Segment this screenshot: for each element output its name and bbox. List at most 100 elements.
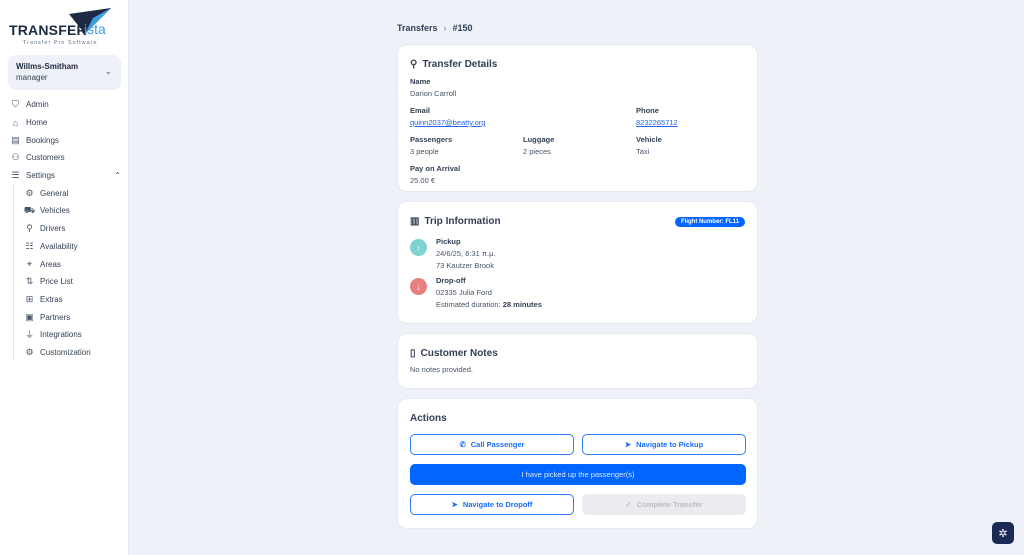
- user-icon: ⚲: [410, 59, 418, 70]
- breadcrumb-transfers[interactable]: Transfers: [397, 23, 438, 33]
- arrow-up-icon: ↑: [410, 239, 427, 256]
- logo-plane-icon: [69, 8, 111, 34]
- pay-label: Pay on Arrival: [410, 164, 461, 173]
- customer-notes-card: ▯ Customer Notes No notes provided.: [397, 333, 758, 389]
- arrow-down-icon: ↓: [410, 278, 427, 295]
- complete-transfer-button[interactable]: ✓ Complete Transfer: [582, 494, 746, 515]
- sidebar-item-home[interactable]: ⌂ Home: [10, 114, 125, 132]
- home-icon: ⌂: [12, 117, 19, 128]
- car-icon: ⛟: [23, 204, 36, 215]
- pickup-address: 73 Kautzer Brook: [436, 261, 494, 270]
- card-title-text: Transfer Details: [422, 59, 498, 70]
- sidebar-item-drivers[interactable]: ⚲ Drivers: [24, 220, 125, 238]
- sidebar: TRANSFER ista Transfer Pro Software Will…: [0, 0, 129, 555]
- pickup-time: 24/6/25, 6:31 π.μ.: [436, 249, 496, 258]
- email-label: Email: [410, 106, 431, 115]
- sidebar-item-vehicles[interactable]: ⛟ Vehicles: [24, 202, 125, 220]
- file-icon: ▯: [410, 348, 416, 359]
- sidebar-item-admin[interactable]: ⛉ Admin: [10, 96, 125, 114]
- sidebar-item-label: Extras: [40, 294, 63, 304]
- logo[interactable]: TRANSFER ista Transfer Pro Software: [9, 8, 124, 48]
- navigate-to-dropoff-button[interactable]: ➤ Navigate to Dropoff: [410, 494, 574, 515]
- sidebar-item-label: Integrations: [40, 330, 82, 340]
- chevron-down-icon: ⌄: [104, 66, 112, 76]
- sliders-icon: ☰: [11, 170, 20, 181]
- vehicle-label: Vehicle: [636, 135, 662, 144]
- sidebar-item-partners[interactable]: ▣ Partners: [24, 308, 125, 326]
- sort-arrows-icon: ⇅: [25, 276, 34, 287]
- transfer-details-card: ⚲ Transfer Details Name Darion Carroll Em…: [397, 44, 758, 192]
- plus-square-icon: ⊞: [25, 293, 34, 304]
- breadcrumb-separator: ›: [443, 23, 447, 33]
- dropoff-label: Drop-off: [436, 276, 466, 285]
- plug-icon: ⏚: [24, 330, 34, 341]
- sidebar-item-label: Drivers: [40, 224, 66, 234]
- luggage-value: 2 pieces: [523, 147, 551, 156]
- briefcase-icon: ▣: [25, 311, 34, 322]
- map-icon: ▥: [410, 216, 420, 227]
- name-value: Darion Carroll: [410, 89, 457, 98]
- sidebar-item-integrations[interactable]: ⏚ Integrations: [24, 326, 125, 344]
- sidebar-item-customers[interactable]: ⚇ Customers: [10, 149, 125, 167]
- map-pin-icon: ⌖: [26, 258, 33, 269]
- navigate-to-pickup-button[interactable]: ➤ Navigate to Pickup: [582, 434, 746, 455]
- sidebar-item-settings[interactable]: ☰ Settings ⌃: [10, 167, 125, 185]
- bug-report-button[interactable]: ✲: [992, 522, 1014, 544]
- gear-icon: ⚙: [25, 187, 34, 198]
- user-name: Willms-Smitham: [16, 62, 79, 71]
- call-passenger-button[interactable]: ✆ Call Passenger: [410, 434, 574, 455]
- sidebar-item-extras[interactable]: ⊞ Extras: [24, 291, 125, 309]
- sidebar-item-label: Partners: [40, 312, 71, 322]
- sidebar-item-label: Areas: [40, 259, 61, 269]
- phone-link[interactable]: 8232265712: [636, 118, 678, 127]
- dropoff-stop: ↓ Drop-off 02335 Julia Ford Estimated du…: [410, 276, 745, 309]
- sidebar-item-label: Customers: [26, 153, 65, 163]
- pickup-label: Pickup: [436, 237, 461, 246]
- shield-icon: ⛉: [12, 99, 19, 110]
- duration-label: Estimated duration:: [436, 300, 501, 309]
- picked-up-button[interactable]: I have picked up the passenger(s): [410, 464, 746, 485]
- button-label: Call Passenger: [470, 440, 525, 449]
- pickup-stop: ↑ Pickup 24/6/25, 6:31 π.μ. 73 Kautzer B…: [410, 237, 745, 270]
- sidebar-item-customization[interactable]: ⚙ Customization: [24, 344, 125, 362]
- card-title: ▯ Customer Notes: [410, 348, 745, 359]
- user-switcher[interactable]: Willms-Smitham manager ⌄: [8, 55, 121, 90]
- sidebar-item-label: Availability: [40, 241, 78, 251]
- sidebar-item-availability[interactable]: ☷ Availability: [24, 238, 125, 256]
- sidebar-item-areas[interactable]: ⌖ Areas: [24, 255, 125, 273]
- logo-text: TRANSFER: [9, 22, 87, 38]
- luggage-label: Luggage: [523, 135, 555, 144]
- breadcrumb: Transfers › #150: [397, 23, 473, 33]
- pay-value: 25.00 €: [410, 176, 436, 185]
- navigation-icon: ➤: [624, 440, 632, 449]
- sidebar-item-label: Settings: [26, 171, 55, 181]
- actions-card: Actions ✆ Call Passenger ➤ Navigate to Pic…: [397, 398, 758, 529]
- settings-submenu: ⚙ General ⛟ Vehicles ⚲ Drivers ☷ Availability ⌖ A…: [10, 184, 125, 362]
- duration-value: 28 minutes: [502, 300, 542, 309]
- notes-text: No notes provided.: [410, 365, 473, 374]
- card-title-text: Trip Information: [424, 216, 501, 227]
- navigation-icon: ➤: [451, 500, 458, 509]
- bug-icon: ✲: [998, 527, 1008, 540]
- sidebar-item-price-list[interactable]: ⇅ Price List: [24, 273, 125, 291]
- flight-number-badge: Flight Number: FL11: [674, 217, 745, 227]
- check-icon: ✓: [625, 500, 632, 509]
- book-icon: ▤: [11, 134, 20, 145]
- button-label: Navigate to Dropoff: [462, 500, 533, 509]
- card-title-text: Customer Notes: [420, 348, 498, 359]
- sidebar-item-label: Bookings: [26, 135, 59, 145]
- sidebar-item-label: Price List: [40, 277, 73, 287]
- email-link[interactable]: quinn2037@beatty.org: [410, 118, 486, 127]
- name-label: Name: [410, 77, 431, 86]
- card-title: ▥ Trip Information: [410, 216, 745, 227]
- user-role: manager: [16, 73, 48, 82]
- logo-tagline: Transfer Pro Software: [23, 40, 98, 46]
- chevron-up-icon: ⌃: [114, 171, 121, 181]
- sidebar-item-bookings[interactable]: ▤ Bookings: [10, 131, 125, 149]
- sidebar-item-label: Home: [26, 118, 48, 128]
- sidebar-item-general[interactable]: ⚙ General: [24, 184, 125, 202]
- trip-information-card: ▥ Trip Information Flight Number: FL11 ↑ …: [397, 201, 758, 324]
- users-icon: ⚇: [11, 152, 20, 163]
- card-title: ⚲ Transfer Details: [410, 59, 745, 70]
- passengers-label: Passengers: [410, 135, 453, 144]
